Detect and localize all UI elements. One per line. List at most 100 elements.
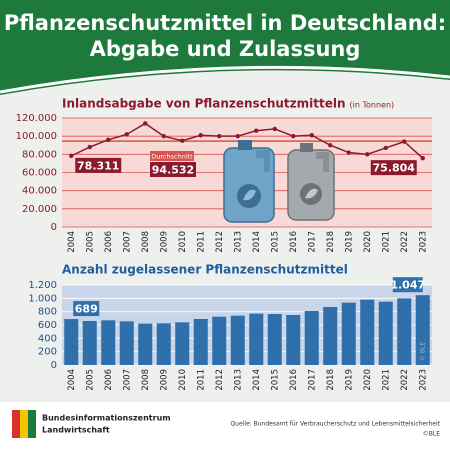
line — [70, 122, 424, 159]
point — [291, 133, 296, 139]
title: Abgabe und Zulassung — [90, 37, 361, 61]
label-box — [370, 160, 417, 176]
point — [346, 150, 351, 155]
marks: 689 1.047 © BLE — [64, 277, 430, 365]
x-tick-label: 2006 — [104, 369, 114, 391]
logo — [12, 410, 20, 438]
y-tick-label: 400 — [38, 333, 57, 344]
y-tick-label: 200 — [38, 347, 57, 358]
y-tick-label: 1.000 — [28, 293, 57, 304]
data-label: 94.532 — [152, 164, 194, 177]
point — [402, 139, 407, 144]
bar — [397, 298, 412, 365]
point — [69, 153, 74, 159]
bar — [119, 321, 134, 365]
source: Quelle: Bundesamt für Verbraucherschutz … — [230, 421, 440, 428]
x-tick-label: 2017 — [307, 369, 317, 391]
x-tick-label: 2005 — [85, 231, 95, 253]
x-tick-label: 2004 — [67, 369, 77, 391]
x-tick-label: 2008 — [141, 369, 151, 391]
x-tick-label: 2018 — [326, 369, 336, 391]
x-tick-label: 2014 — [252, 231, 262, 253]
bar — [156, 323, 171, 365]
point — [254, 128, 259, 133]
bar — [101, 320, 116, 365]
bar — [286, 315, 301, 365]
data-label: 75.804 — [373, 162, 416, 175]
point — [235, 133, 240, 139]
point — [124, 132, 129, 137]
leaf — [305, 188, 318, 199]
org-name: Bundesinformationszentrum — [42, 414, 171, 423]
bar — [304, 311, 319, 365]
x-tick-label: 2009 — [159, 369, 169, 391]
point — [106, 137, 111, 142]
canister-handle — [256, 150, 270, 172]
y-tick-label: 800 — [38, 307, 57, 318]
x-tick-label: 2006 — [104, 231, 114, 253]
y-tick-label: 40.000 — [22, 186, 57, 197]
x-tick-label: 2020 — [363, 231, 373, 253]
point — [143, 121, 148, 126]
point — [309, 133, 314, 138]
y-tick-label: 0 — [51, 222, 57, 233]
x-tick-label: 2005 — [85, 369, 95, 391]
x-tick-label: 2009 — [159, 231, 169, 253]
x-tick-label: 2019 — [344, 231, 354, 253]
point — [272, 126, 277, 132]
x-tick-label: 2007 — [122, 231, 132, 253]
x-tick-label: 2023 — [418, 231, 428, 253]
header-curve — [0, 70, 450, 95]
bar — [341, 302, 356, 365]
label-box — [150, 162, 196, 177]
x-tick-label: 2011 — [196, 231, 206, 253]
data-label: 689 — [75, 303, 98, 316]
bar — [230, 315, 245, 365]
x-tick-label: 2016 — [289, 231, 299, 253]
point — [328, 143, 333, 148]
x-tick-label: 2017 — [307, 231, 317, 253]
x-tick-label: 2022 — [400, 369, 410, 391]
x-tick-label: 2022 — [400, 231, 410, 253]
x-tick-label: 2016 — [289, 369, 299, 391]
x-tick-label: 2008 — [141, 231, 151, 253]
watermark: © BLE — [419, 342, 426, 361]
canister-cap — [238, 140, 252, 150]
chart-title: Anzahl zugelassener Pflanzenschutzmittel — [62, 263, 348, 277]
x-tick-label: 2023 — [418, 369, 428, 391]
x-tick-label: 2013 — [233, 231, 243, 253]
average-label: Durchschnitt — [151, 153, 193, 161]
marks: 78.311 75.804 Durchschnitt 94.532 — [69, 121, 425, 177]
footer-band — [0, 402, 450, 450]
x-tick-label: 2019 — [344, 369, 354, 391]
canister-cap — [300, 143, 313, 152]
canisters — [223, 140, 335, 223]
header-curve-line — [0, 65, 450, 94]
point — [198, 133, 203, 138]
bar — [138, 323, 153, 365]
bar — [267, 314, 282, 365]
x-tick-label: 2010 — [178, 369, 188, 391]
bar — [64, 319, 79, 365]
leaf — [243, 189, 256, 201]
y-tick-label: 100.000 — [16, 131, 57, 142]
y-tick-label: 120.000 — [16, 113, 57, 124]
canister-handle — [316, 152, 329, 172]
x-tick-label: 2021 — [381, 231, 391, 253]
x-tick-label: 2014 — [252, 369, 262, 391]
bar — [378, 301, 393, 365]
x-tick-label: 2007 — [122, 369, 132, 391]
x-tick-label: 2015 — [270, 369, 280, 391]
data-label: 78.311 — [77, 159, 119, 172]
y-tick-label: 80.000 — [22, 149, 57, 160]
point — [420, 155, 425, 161]
point — [365, 152, 370, 157]
average-tag — [150, 151, 194, 161]
bar — [360, 299, 375, 365]
y-tick-label: 20.000 — [22, 204, 57, 215]
y-tick-label: 600 — [38, 320, 57, 331]
x-tick-label: 2018 — [326, 231, 336, 253]
x-tick-label: 2012 — [215, 231, 225, 253]
